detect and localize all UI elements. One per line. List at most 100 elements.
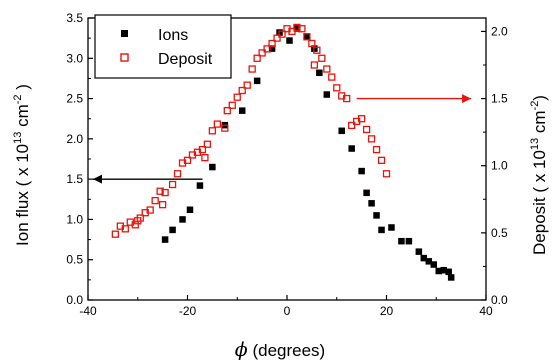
deposit-data-point [158,201,167,209]
deposit-data-point [258,49,266,57]
y-left-label-text: Ion flux ( x 10 [13,144,32,246]
deposit-data-point [293,23,301,32]
deposit-data-point [382,170,391,178]
x-tick-label: 0 [284,304,291,318]
legend: Ions Deposit [94,14,232,79]
ions-data-point [358,167,365,175]
y-left-tick-label: 3.5 [66,11,83,25]
y-left-label-exp: 13 [12,132,24,144]
ions-data-point [373,212,380,219]
ions-data-point [447,274,455,281]
legend-frame [94,14,232,79]
axes: -40 -20 0 20 400.00.51.01.52.02.53.03.50.00.… [66,11,508,318]
right-axis-arrow-head [462,94,472,104]
deposit-data-point [201,154,209,162]
deposit-data-point [310,61,319,69]
ions-data-point [420,254,428,262]
data-marks [111,23,455,281]
deposit-data-point [203,140,212,148]
deposit-data-point [328,73,336,81]
ions-data-point [161,236,169,243]
deposit-data-point [248,65,256,73]
legend-ions-marker [121,30,128,37]
x-axis-symbol: ϕ [235,339,248,361]
y-right-label-unit: cm [530,110,549,137]
deposit-data-point [253,54,261,62]
ions-data-point [238,107,246,114]
deposit-data-point [333,84,341,92]
legend-deposit-marker [120,53,129,62]
deposit-data-point [208,127,217,135]
y-right-label-exp: 13 [529,138,541,150]
y-left-tick-label: 0.0 [66,293,83,307]
ions-data-point [169,226,176,234]
deposit-data-point [318,54,326,62]
ions-data-point [348,145,355,152]
ions-data-point [445,268,452,276]
deposit-data-point [243,81,251,89]
y-left-label-unit-exp: -2 [12,94,24,104]
deposit-data-point [263,45,271,53]
y-right-tick-label: 1.5 [491,92,508,106]
deposit-data-point [377,156,386,164]
ions-data-point [316,69,323,77]
deposit-data-point [278,30,286,38]
ions-data-point [303,33,311,40]
deposit-data-point [323,65,331,73]
x-tick-label: 20 [380,304,394,318]
y-left-tick-label: 1.5 [66,172,83,186]
deposit-data-point [288,27,296,36]
legend-deposit-label: Deposit [158,51,213,68]
deposit-data-point [121,225,129,233]
ions-data-point [253,77,261,85]
y-left-label-unit: cm [13,104,32,131]
ions-data-point [196,182,204,189]
deposit-data-point [228,101,236,109]
y-right-tick-label: 0.5 [491,226,508,240]
ions-data-point [186,206,194,214]
y-right-label-text: Deposit ( x 10 [530,150,549,255]
deposit-data-point [298,25,306,33]
y-left-tick-label: 2.0 [66,132,83,146]
deposit-data-point [156,187,164,195]
deposit-data-point [111,230,120,238]
deposit-data-point [268,39,276,48]
ions-data-point [425,258,433,265]
deposit-data-point [313,46,321,54]
deposit-data-point [372,145,381,154]
deposit-data-point [146,206,154,214]
deposit-data-point [308,39,316,48]
ions-data-point [323,91,331,98]
y-right-tick-label: 2.0 [491,24,508,38]
deposit-data-point [213,120,222,128]
x-axis-text: (degrees) [248,341,325,360]
deposit-data-point [151,196,159,205]
ions-data-point [368,200,375,207]
legend-ions-label: Ions [158,27,188,44]
deposit-data-point [233,93,241,101]
deposit-data-point [198,145,207,154]
deposit-data-point [173,170,182,178]
ions-data-point [435,267,442,275]
ions-data-point [363,189,370,197]
ions-data-point [293,25,301,32]
y-right-tick-label: 1.0 [491,159,508,173]
y-left-label-end: ) [13,84,32,94]
y-left-tick-label: 0.5 [66,253,83,267]
y-left-tick-label: 2.5 [66,92,83,106]
ions-data-point [268,45,276,52]
deposit-data-point [343,94,351,103]
y-right-label-end: ) [530,95,549,101]
deposit-data-point [357,115,366,123]
ions-data-point [179,216,186,223]
ions-data-point [286,37,293,44]
x-tick-label: 40 [479,304,493,318]
y-right-tick-label: 0.0 [491,293,508,307]
deposit-data-point [238,86,246,95]
ions-data-point [398,237,405,245]
deposit-data-point [134,217,142,225]
ions-data-point [440,266,447,274]
ions-data-point [430,261,438,268]
y-axis-right-label: Deposit ( x 1013 cm-2) [529,95,549,255]
